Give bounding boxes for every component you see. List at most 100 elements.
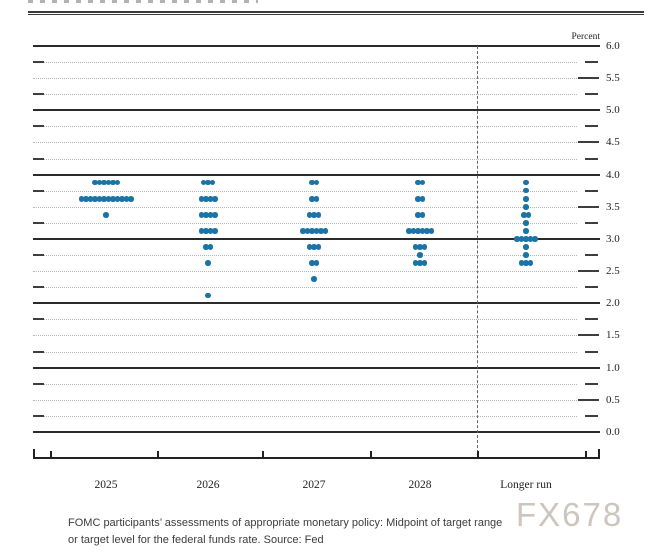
gridline-dotted-5.50: [33, 78, 577, 80]
x-axis-tick-1: [157, 451, 159, 458]
dot-row-longer-run-2.875: [523, 244, 529, 250]
right-tick-4.75: [585, 125, 598, 128]
participant-dot: [315, 244, 322, 250]
left-tick-4.25: [33, 157, 44, 160]
dot-row-2028-3.125: [406, 228, 434, 234]
y-tick-label-4.0: 4.0: [606, 168, 620, 181]
gridline-solid-3.00: [33, 237, 600, 240]
dot-row-2025-3.625: [78, 196, 134, 202]
participant-dot: [101, 196, 107, 202]
participant-dot: [521, 212, 527, 218]
participant-dot: [309, 228, 315, 234]
right-tick-4.50: [578, 141, 599, 144]
dot-row-2027-3.625: [309, 196, 319, 202]
left-tick-0.75: [33, 382, 44, 385]
right-tick-5.75: [585, 61, 598, 64]
x-axis-tick-4: [477, 451, 479, 458]
y-tick-label-5.5: 5.5: [606, 72, 620, 85]
participant-dot: [205, 179, 211, 186]
dot-row-2027-2.375: [311, 276, 317, 282]
right-tick-3.75: [585, 189, 598, 192]
participant-dot: [114, 179, 120, 186]
participant-dot: [410, 228, 416, 234]
participant-dot: [527, 236, 534, 242]
dot-row-longer-run-3.875: [523, 179, 529, 186]
participant-dot: [207, 228, 213, 234]
x-label-2028: 2028: [408, 479, 432, 491]
participant-dot: [212, 212, 218, 218]
x-label-2025: 2025: [94, 479, 118, 491]
participant-dot: [315, 212, 322, 218]
y-tick-label-5.0: 5.0: [606, 104, 620, 117]
participant-dot: [110, 179, 116, 186]
gridline-dotted-0.75: [33, 383, 577, 385]
participant-dot: [417, 260, 423, 266]
y-tick-label-1.5: 1.5: [606, 329, 620, 342]
participant-dot: [92, 196, 98, 202]
y-tick-label-1.0: 1.0: [606, 361, 620, 374]
participant-dot: [415, 179, 421, 186]
participant-dot: [105, 196, 111, 202]
participant-dot: [300, 228, 306, 234]
dot-row-2026-3.125: [198, 228, 218, 234]
right-tick-1.50: [578, 334, 599, 337]
participant-dot: [306, 212, 313, 218]
participant-dot: [415, 212, 421, 218]
gridline-dotted-4.25: [33, 158, 577, 160]
dot-row-longer-run-2.625: [518, 260, 534, 266]
participant-dot: [205, 292, 211, 299]
participant-dot: [198, 228, 204, 234]
participant-dot: [523, 187, 529, 194]
participant-dot: [527, 260, 534, 266]
participant-dot: [203, 228, 209, 234]
right-tick-2.75: [585, 254, 598, 257]
left-tick-3.75: [33, 189, 44, 192]
gridline-dotted-0.50: [33, 399, 577, 401]
participant-dot: [114, 196, 120, 202]
participant-dot: [313, 228, 319, 234]
left-tick-5.25: [33, 93, 44, 96]
left-tick-1.75: [33, 318, 44, 321]
participant-dot: [523, 244, 529, 250]
dot-row-longer-run-3.375: [521, 212, 531, 218]
participant-dot: [417, 244, 423, 250]
participant-dot: [119, 196, 125, 202]
participant-dot: [523, 179, 529, 186]
dot-row-longer-run-3.25: [523, 220, 529, 226]
y-tick-label-0.0: 0.0: [606, 425, 620, 438]
participant-dot: [128, 196, 134, 202]
dot-row-2028-3.375: [415, 212, 425, 218]
participant-dot: [209, 179, 216, 186]
gridline-solid-0.00: [33, 430, 600, 433]
dot-row-2026-3.375: [198, 212, 218, 218]
y-tick-label-0.5: 0.5: [606, 393, 620, 406]
left-tick-5.75: [33, 61, 44, 64]
dot-row-2028-2.625: [412, 260, 428, 266]
caption-line-2: or target level for the federal funds ra…: [68, 533, 324, 546]
participant-dot: [412, 244, 419, 250]
participant-dot: [523, 204, 529, 210]
left-tick-1.25: [33, 350, 44, 353]
participant-dot: [421, 244, 428, 250]
participant-dot: [532, 236, 538, 242]
participant-dot: [203, 212, 209, 218]
participant-dot: [200, 179, 207, 186]
participant-dot: [523, 196, 529, 202]
gridline-solid-1.00: [33, 366, 600, 369]
gridline-dotted-2.25: [33, 287, 577, 289]
right-tick-3.50: [578, 205, 599, 208]
participant-dot: [415, 196, 421, 202]
participant-dot: [523, 228, 529, 234]
participant-dot: [105, 179, 111, 186]
participant-dot: [415, 228, 421, 234]
participant-dot: [419, 196, 425, 202]
participant-dot: [523, 260, 529, 266]
dot-row-2028-3.625: [415, 196, 425, 202]
participant-dot: [309, 260, 315, 266]
participant-dot: [110, 196, 116, 202]
participant-dot: [518, 236, 525, 242]
y-axis-unit-label: Percent: [571, 32, 601, 42]
participant-dot: [203, 244, 209, 250]
participant-dot: [212, 228, 218, 234]
